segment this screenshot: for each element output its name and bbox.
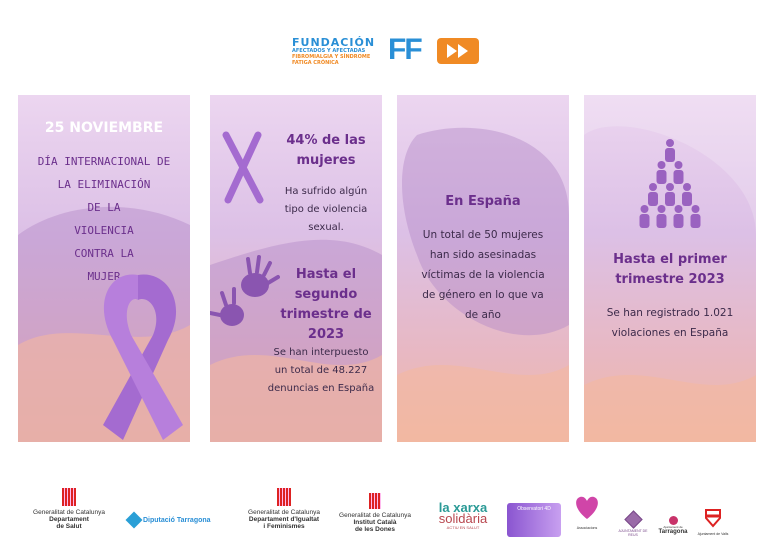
senyera-icon	[369, 493, 381, 509]
panel-femicides: En España Un total de 50 mujeres han sid…	[397, 95, 569, 442]
hand-prints-icon	[210, 255, 280, 326]
person-icon	[690, 205, 701, 228]
person-icon	[648, 183, 658, 206]
person-icon	[665, 139, 675, 162]
diamond-icon	[125, 511, 143, 529]
panel-text: Se han registrado 1.021	[606, 307, 734, 319]
heart-icon	[576, 496, 598, 519]
panel-text: Un total de 50 mujeres	[422, 229, 544, 241]
logo-xarxa-solidaria: la xarxa solidària ACTIU EN SALUT	[428, 500, 498, 532]
person-icon	[673, 205, 684, 228]
logo-text: de les Dones	[354, 526, 396, 533]
stat-text: un total de 48.227	[274, 365, 368, 376]
person-icon	[656, 205, 667, 228]
title-line: MUJER	[87, 270, 121, 283]
logo-text: solidària	[438, 511, 488, 526]
people-pyramid-icon	[639, 139, 701, 228]
panel-title: En España	[445, 194, 521, 209]
ribbon-icon	[103, 274, 183, 440]
logo-text: Ajuntament de Valls	[697, 532, 729, 536]
stat-title: 2023	[307, 327, 345, 342]
panel-text: violaciones en España	[611, 327, 729, 339]
panel-title: trimestre 2023	[615, 272, 725, 287]
stat-text: sexual.	[308, 222, 344, 233]
logo-ajuntament-reus: AJUNTAMENT DE REUS	[618, 510, 648, 537]
panel-rapes: Hasta el primer trimestre 2023 Se han re…	[584, 95, 756, 442]
logo-text: Observatori 4D	[517, 506, 551, 512]
ff-mark: FF	[388, 33, 423, 66]
logo-text: Tarragona	[658, 529, 688, 535]
logo-gencat-salut: Generalitat de Catalunya Departament de …	[24, 488, 114, 530]
x-mark-icon	[222, 131, 264, 204]
shield-icon	[705, 509, 721, 528]
logo-institut-dones: Generalitat de Catalunya Institut Català…	[332, 493, 418, 533]
panel-title: Hasta el primer	[613, 252, 727, 267]
panel-sexual-violence: 44% de las mujeres Ha sufrido algún tipo…	[210, 95, 382, 442]
person-icon	[639, 205, 650, 228]
logo-text: Associacions	[576, 526, 598, 530]
logo-text: Ajuntament de	[663, 525, 683, 529]
logo-text: Departament d'Igualtat	[248, 516, 320, 523]
logo-text: Generalitat de Catalunya	[33, 509, 105, 516]
title-line: DÍA INTERNACIONAL DE	[37, 155, 171, 168]
logo-text: Generalitat de Catalunya	[248, 509, 320, 516]
fast-forward-icon	[437, 38, 479, 64]
logo-text: Diputació Tarragona	[143, 516, 211, 524]
logo-title: FUNDACIÓN	[292, 36, 376, 49]
title-line: DE LA	[87, 201, 121, 214]
title-line: VIOLENCIA	[74, 224, 134, 237]
stat-text: tipo de violencia	[284, 204, 368, 215]
logo-diputacio: Diputació Tarragona	[125, 511, 211, 529]
stat-title: trimestre de	[280, 307, 372, 322]
emblem-icon	[623, 510, 643, 529]
stat-title: Hasta el	[295, 267, 357, 282]
foundation-logo: FUNDACIÓN AFECTADOS Y AFECTADAS FIBROMIA…	[292, 33, 482, 70]
logo-text: la xarxa	[438, 500, 488, 515]
date-heading: 25 NOVIEMBRE	[44, 120, 164, 136]
logo-associacions: Associacions	[572, 492, 602, 530]
logo-text: AJUNTAMENT DE REUS	[618, 529, 648, 537]
stat-text: Se han interpuesto	[273, 347, 369, 358]
stat-text: Ha sufrido algún	[284, 186, 368, 197]
logo-text: Departament	[49, 516, 89, 523]
panel-text: de año	[465, 309, 501, 321]
logo-text: ACTIU EN SALUT	[446, 525, 480, 530]
title-line: CONTRA LA	[74, 247, 134, 260]
stat-title: mujeres	[296, 153, 356, 168]
logo-line: FATIGA CRÓNICA	[292, 60, 339, 66]
logo-text: Generalitat de Catalunya	[339, 512, 411, 519]
stat-text: denuncias en España	[267, 383, 375, 394]
logo-ajuntament-valls: Ajuntament de Valls	[696, 508, 730, 536]
senyera-icon	[62, 488, 76, 506]
logo-gencat-igualtat: Generalitat de Catalunya Departament d'I…	[236, 488, 332, 530]
person-icon	[665, 183, 675, 206]
senyera-icon	[277, 488, 291, 506]
panel-text: han sido asesinadas	[429, 249, 537, 261]
logo-text: Institut Català	[353, 519, 397, 526]
logo-text: de Salut	[56, 523, 82, 530]
emblem-icon	[668, 516, 678, 525]
stat-title: 44% de las	[286, 133, 366, 148]
panel-awareness-day: 25 NOVIEMBRE DÍA INTERNACIONAL DE LA ELI…	[18, 95, 190, 442]
panel-text: víctimas de la violencia	[421, 269, 545, 281]
person-icon	[673, 161, 684, 184]
title-line: LA ELIMINACIÓN	[57, 178, 151, 191]
logo-line: AFECTADOS Y AFECTADAS	[292, 48, 366, 54]
logo-observatori: Observatori 4D	[507, 503, 561, 537]
logo-ajuntament-tarragona: Ajuntament de Tarragona	[655, 516, 691, 535]
panel-text: de género en lo que va	[422, 289, 544, 301]
person-icon	[656, 161, 667, 184]
logo-line: FIBROMIALGIA Y SÍNDROME	[292, 54, 371, 60]
logo-text: i Feminismes	[263, 523, 305, 530]
person-icon	[682, 183, 692, 206]
stat-title: segundo	[294, 287, 358, 302]
